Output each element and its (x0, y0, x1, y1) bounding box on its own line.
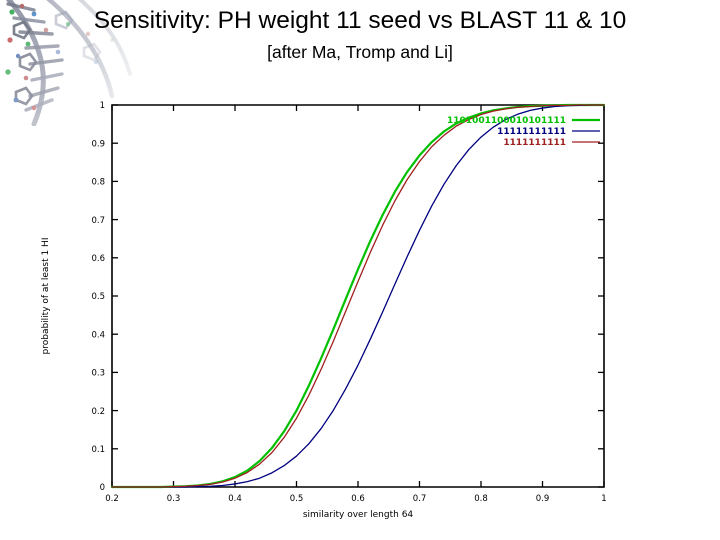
y-axis-tick-label: 0.1 (91, 445, 105, 455)
chart-curve-0 (110, 103, 606, 489)
y-axis-tick-label: 0.5 (91, 292, 105, 302)
y-axis-tick-label: 0.2 (91, 407, 105, 417)
y-axis-tick-label: 1 (100, 101, 105, 111)
y-axis-ticks: 0 0.1 0.2 0.3 0.4 0.5 0.6 0.7 0.8 0.9 1 (91, 101, 604, 493)
x-axis-tick-label: 0.5 (290, 494, 304, 504)
slide-title: Sensitivity: PH weight 11 seed vs BLAST … (93, 7, 627, 34)
y-axis-tick-label: 0 (100, 483, 105, 493)
x-axis-tick-label: 0.4 (228, 494, 242, 504)
y-axis-title: probability of at least 1 HI (41, 238, 51, 355)
x-axis-tick-label: 0.2 (105, 494, 119, 504)
y-axis-tick-label: 0.6 (91, 254, 105, 264)
y-axis-tick-label: 0.8 (91, 178, 105, 188)
y-axis-tick-label: 0.7 (91, 216, 105, 226)
x-axis-tick-label: 0.6 (351, 494, 365, 504)
chart-curves (110, 103, 606, 489)
x-axis-tick-label: 0.7 (413, 494, 427, 504)
chart-axes (111, 104, 605, 488)
chart-curve-1 (111, 104, 605, 488)
x-axis-title: similarity over length 64 (303, 510, 414, 520)
x-axis-tick-label: 0.8 (474, 494, 488, 504)
x-axis-tick-label: 0.9 (536, 494, 550, 504)
x-axis-ticks: 0.2 0.3 0.4 0.5 0.6 0.7 0.8 0.9 1 (105, 105, 607, 504)
chart-curve-2 (111, 104, 605, 488)
x-axis-tick-label: 0.3 (167, 494, 181, 504)
legend-label-2: 1111111111 (503, 138, 566, 148)
sensitivity-line-chart: 0.2 0.3 0.4 0.5 0.6 0.7 0.8 0.9 1 0 0.1 0.2 0.3 0.4 0… (0, 80, 720, 540)
y-axis-tick-label: 0.9 (91, 139, 105, 149)
legend-label-1: 11111111111 (497, 127, 566, 137)
y-axis-tick-label: 0.3 (91, 369, 105, 379)
legend-label-0: 1101001100010101111 (447, 116, 566, 126)
slide-subtitle-attribution: [after Ma, Tromp and Li] (267, 42, 453, 62)
y-axis-tick-label: 0.4 (91, 330, 105, 340)
chart-svg: 0.2 0.3 0.4 0.5 0.6 0.7 0.8 0.9 1 00.10.20.30.40… (41, 101, 607, 520)
x-axis-tick-label: 1 (601, 494, 606, 504)
